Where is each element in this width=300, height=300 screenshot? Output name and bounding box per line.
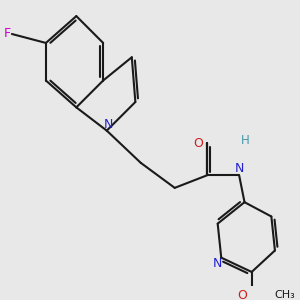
Text: N: N (213, 257, 223, 271)
Text: F: F (4, 27, 11, 40)
Text: H: H (241, 134, 250, 147)
Text: N: N (235, 162, 244, 175)
Text: O: O (238, 289, 248, 300)
Text: N: N (103, 118, 113, 131)
Text: CH₃: CH₃ (274, 290, 295, 300)
Text: O: O (193, 136, 203, 150)
